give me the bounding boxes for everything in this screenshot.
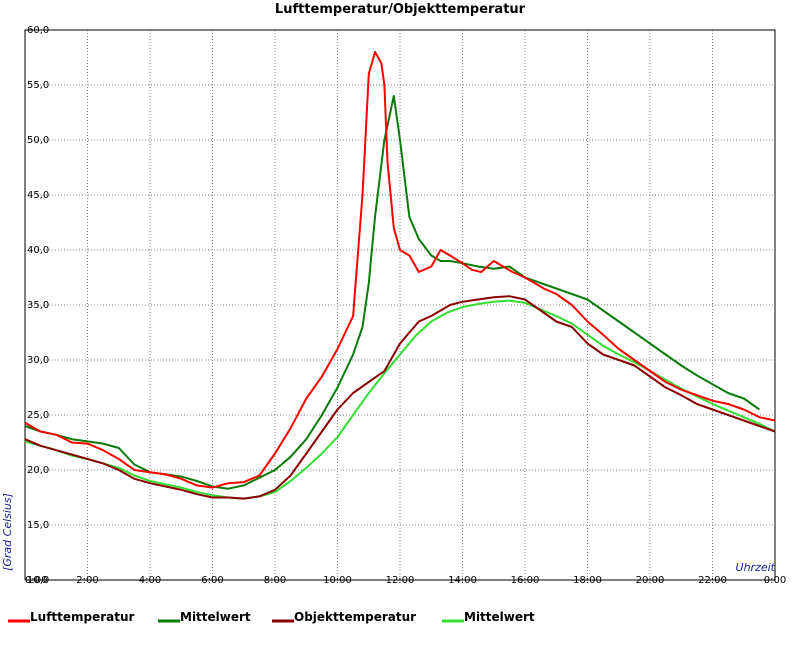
x-tick-label: 2:00 — [76, 575, 98, 586]
y-tick-label: 10,0 — [27, 575, 49, 586]
x-tick-label: 22:00 — [698, 575, 727, 586]
x-axis-label: Uhrzeit — [736, 561, 776, 574]
y-tick-label: 25,0 — [27, 410, 49, 421]
legend-label: Objekttemperatur — [294, 610, 416, 624]
y-tick-label: 15,0 — [27, 520, 49, 531]
series-lines — [24, 51, 776, 500]
y-tick-label: 30,0 — [27, 355, 49, 366]
x-tick-label: 20:00 — [636, 575, 665, 586]
x-axis-ticks: 0:00 2:00 4:00 6:00 8:00 10:00 12:00 14:00 16:00… — [25, 575, 786, 586]
x-tick-label: 4:00 — [139, 575, 161, 586]
y-tick-label: 20,0 — [27, 465, 49, 476]
x-tick-label: 12:00 — [386, 575, 415, 586]
x-tick-label: 0:00 — [764, 575, 786, 586]
grid-lines — [25, 30, 775, 580]
y-axis-label: [Grad Celsius] — [1, 493, 14, 571]
y-tick-label: 50,0 — [27, 135, 49, 146]
x-tick-label: 18:00 — [573, 575, 602, 586]
series-line-3 — [24, 295, 776, 500]
x-tick-label: 10:00 — [323, 575, 352, 586]
x-tick-label: 6:00 — [201, 575, 223, 586]
series-line-1 — [24, 51, 776, 489]
x-tick-label: 0:00 — [25, 575, 47, 586]
y-tick-label: 60,0 — [27, 25, 49, 36]
y-tick-label: 55,0 — [27, 80, 49, 91]
chart-title: Lufttemperatur/Objekttemperatur — [275, 2, 526, 17]
legend-label: Mittelwert — [464, 610, 535, 624]
y-axis-ticks: 10,0 15,0 20,0 25,0 30,0 35,0 40,0 45,0 50,0 55,0… — [27, 25, 49, 586]
legend-label: Mittelwert — [180, 610, 251, 624]
y-tick-label: 45,0 — [27, 190, 49, 201]
plot-frame — [24, 29, 776, 581]
legend-label: Lufttemperatur — [30, 610, 135, 624]
x-tick-label: 14:00 — [448, 575, 477, 586]
legend: Lufttemperatur Mittelwert Objekttemperatur… — [8, 610, 535, 624]
x-tick-label: 8:00 — [264, 575, 286, 586]
x-tick-label: 16:00 — [511, 575, 540, 586]
y-tick-label: 35,0 — [27, 300, 49, 311]
y-tick-label: 40,0 — [27, 245, 49, 256]
series-line-2 — [24, 95, 760, 490]
